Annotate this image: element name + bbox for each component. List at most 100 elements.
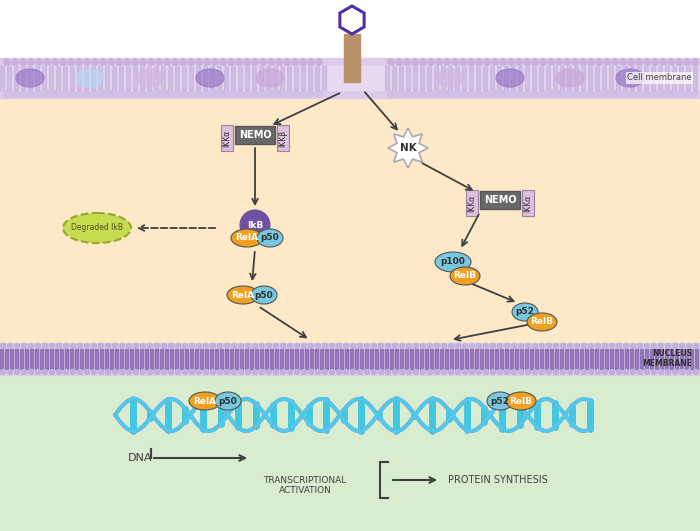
Bar bbox=[210, 66, 214, 90]
Bar bbox=[495, 349, 498, 369]
Circle shape bbox=[68, 91, 74, 97]
Bar bbox=[406, 66, 410, 90]
Bar bbox=[655, 349, 658, 369]
Circle shape bbox=[148, 59, 154, 65]
Circle shape bbox=[323, 344, 328, 348]
Bar bbox=[500, 349, 503, 369]
Circle shape bbox=[300, 91, 306, 97]
Circle shape bbox=[636, 91, 642, 97]
Circle shape bbox=[8, 370, 13, 374]
Circle shape bbox=[516, 91, 522, 97]
Circle shape bbox=[484, 59, 490, 65]
Circle shape bbox=[435, 370, 440, 374]
FancyBboxPatch shape bbox=[480, 191, 520, 209]
Bar bbox=[140, 349, 143, 369]
Circle shape bbox=[547, 344, 552, 348]
Bar bbox=[485, 349, 488, 369]
Bar bbox=[77, 66, 81, 90]
Bar bbox=[555, 349, 558, 369]
Circle shape bbox=[309, 344, 314, 348]
Bar bbox=[605, 349, 608, 369]
Bar bbox=[434, 66, 438, 90]
Circle shape bbox=[188, 91, 194, 97]
Circle shape bbox=[668, 91, 674, 97]
Bar bbox=[560, 66, 564, 90]
Bar bbox=[510, 349, 513, 369]
Circle shape bbox=[164, 59, 170, 65]
Circle shape bbox=[603, 370, 608, 374]
Circle shape bbox=[260, 370, 265, 374]
Circle shape bbox=[274, 370, 279, 374]
Bar bbox=[35, 66, 39, 90]
Bar bbox=[259, 66, 263, 90]
Circle shape bbox=[612, 59, 618, 65]
Circle shape bbox=[228, 59, 234, 65]
Bar bbox=[581, 66, 585, 90]
Bar bbox=[441, 66, 445, 90]
Circle shape bbox=[71, 344, 76, 348]
Bar bbox=[365, 349, 368, 369]
Circle shape bbox=[330, 344, 335, 348]
Ellipse shape bbox=[189, 392, 221, 410]
Circle shape bbox=[232, 370, 237, 374]
Circle shape bbox=[596, 344, 601, 348]
Bar bbox=[155, 349, 158, 369]
Circle shape bbox=[124, 59, 130, 65]
Circle shape bbox=[660, 59, 666, 65]
Bar bbox=[399, 66, 403, 90]
Circle shape bbox=[15, 370, 20, 374]
Ellipse shape bbox=[496, 69, 524, 87]
Circle shape bbox=[463, 370, 468, 374]
Circle shape bbox=[386, 344, 391, 348]
Bar bbox=[295, 349, 298, 369]
Circle shape bbox=[554, 370, 559, 374]
Ellipse shape bbox=[76, 69, 104, 87]
Bar bbox=[580, 349, 583, 369]
Bar bbox=[115, 349, 118, 369]
Bar bbox=[575, 349, 578, 369]
Circle shape bbox=[617, 344, 622, 348]
Bar bbox=[125, 349, 128, 369]
Circle shape bbox=[155, 370, 160, 374]
Circle shape bbox=[20, 59, 26, 65]
Bar bbox=[375, 349, 378, 369]
Circle shape bbox=[500, 91, 506, 97]
Bar bbox=[70, 66, 74, 90]
Text: p50: p50 bbox=[255, 290, 274, 299]
Bar bbox=[595, 349, 598, 369]
Circle shape bbox=[302, 344, 307, 348]
Circle shape bbox=[22, 344, 27, 348]
Circle shape bbox=[169, 370, 174, 374]
Text: IKKα: IKKα bbox=[468, 194, 477, 212]
Bar bbox=[205, 349, 208, 369]
Circle shape bbox=[246, 344, 251, 348]
Circle shape bbox=[252, 91, 258, 97]
Circle shape bbox=[28, 91, 34, 97]
Circle shape bbox=[292, 59, 298, 65]
Circle shape bbox=[631, 370, 636, 374]
Bar bbox=[325, 349, 328, 369]
Circle shape bbox=[12, 59, 18, 65]
Bar bbox=[535, 349, 538, 369]
Circle shape bbox=[580, 91, 586, 97]
Bar bbox=[308, 66, 312, 90]
Bar bbox=[620, 349, 623, 369]
Circle shape bbox=[330, 370, 335, 374]
Circle shape bbox=[60, 59, 66, 65]
Circle shape bbox=[236, 91, 242, 97]
Bar bbox=[245, 66, 249, 90]
Circle shape bbox=[588, 59, 594, 65]
Circle shape bbox=[620, 91, 626, 97]
Circle shape bbox=[548, 59, 554, 65]
Circle shape bbox=[428, 91, 434, 97]
Text: RelA: RelA bbox=[235, 234, 258, 243]
Circle shape bbox=[246, 370, 251, 374]
Bar bbox=[190, 349, 193, 369]
Bar bbox=[225, 349, 228, 369]
Circle shape bbox=[532, 59, 538, 65]
Circle shape bbox=[645, 370, 650, 374]
Bar bbox=[415, 349, 418, 369]
Bar bbox=[560, 349, 563, 369]
Text: Cell membrane: Cell membrane bbox=[627, 73, 692, 82]
Circle shape bbox=[526, 344, 531, 348]
